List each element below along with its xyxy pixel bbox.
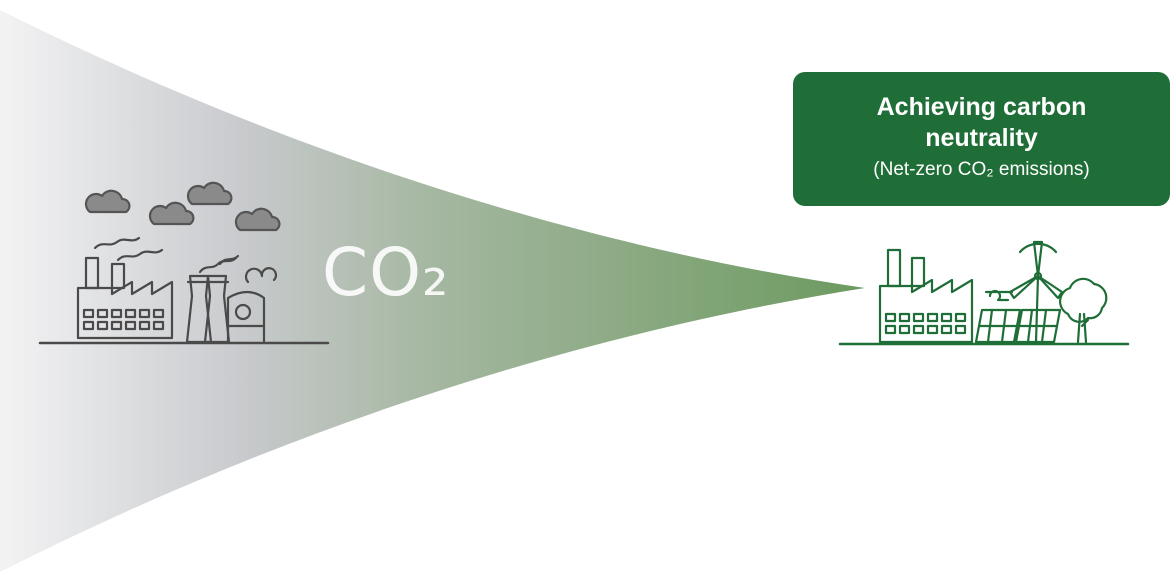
co2-emission-label: CO₂	[322, 234, 450, 311]
clean-energy-scene	[838, 240, 1130, 346]
factory-icon	[878, 248, 974, 344]
tree-icon	[1058, 277, 1108, 344]
cooling-tower-icon	[185, 274, 266, 344]
cloud-icon	[148, 201, 195, 226]
callout-subtitle: (Net-zero CO₂ emissions)	[873, 159, 1090, 180]
cloud-icon	[186, 181, 233, 206]
solar-panel-icon	[1014, 308, 1062, 344]
factory-icon	[76, 256, 174, 340]
polluting-industry-scene	[38, 181, 330, 345]
wind-icon	[984, 289, 1014, 302]
callout-title: Achieving carbon neutrality	[876, 93, 1087, 152]
cloud-icon	[234, 207, 281, 232]
solar-panel-icon	[974, 308, 1022, 344]
carbon-neutrality-callout: Achieving carbon neutrality (Net-zero CO…	[793, 72, 1170, 206]
smoke-icon	[93, 236, 277, 284]
cloud-icon	[84, 189, 131, 214]
